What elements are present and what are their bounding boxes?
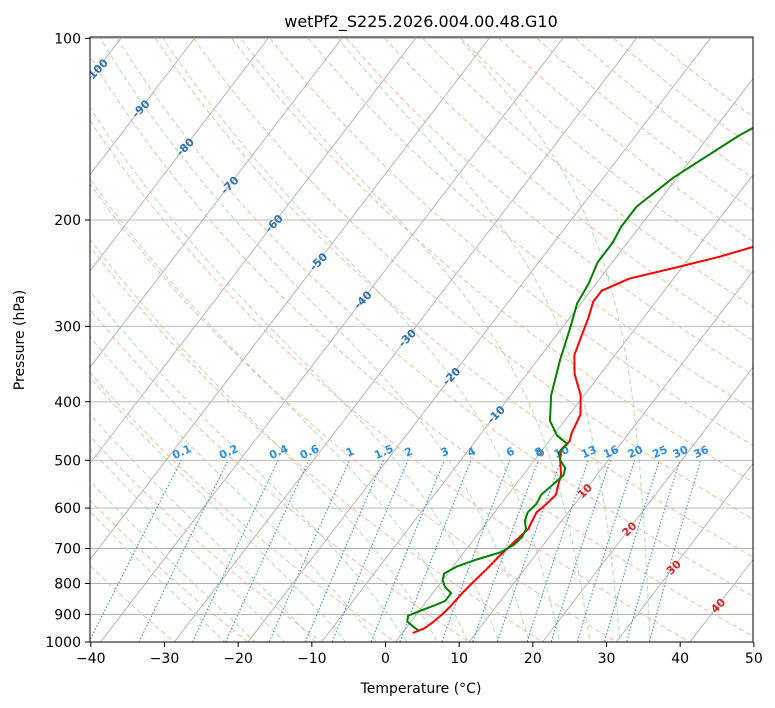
mixing-ratio-line xyxy=(550,460,611,642)
moist-adiabat-line xyxy=(90,376,347,642)
x-tick-label: 0 xyxy=(381,651,390,667)
plot-frame xyxy=(89,36,754,643)
isotherm-line xyxy=(100,38,564,642)
dry-adiabat-line xyxy=(498,37,753,243)
moist-adiabat-line xyxy=(162,38,561,642)
mixing-ratio-line xyxy=(370,460,445,642)
dry-adiabat-line xyxy=(269,38,753,447)
dry-adiabat-line xyxy=(307,38,753,411)
mixing-ratio-line xyxy=(526,460,589,642)
y-tick-label: 900 xyxy=(54,607,81,623)
dry-adiabat-line xyxy=(193,38,753,520)
isotherm-line xyxy=(542,366,753,642)
y-tick-label: 800 xyxy=(54,576,81,592)
moist-adiabat-line xyxy=(90,178,469,642)
isotherm-line xyxy=(754,38,775,654)
dry-adiabat-line xyxy=(155,38,753,558)
dry-adiabat-line xyxy=(90,119,692,642)
x-tick-label: 10 xyxy=(450,651,468,667)
mixing-ratio-line xyxy=(90,460,182,642)
mixing-ratio-line xyxy=(441,460,511,642)
mixing-ratio-line xyxy=(304,460,384,642)
y-tick-label: 100 xyxy=(54,31,81,47)
isotherm-line xyxy=(247,38,711,642)
dry-adiabat-line xyxy=(384,38,753,342)
mixing-ratio-line xyxy=(191,460,279,642)
mixing-ratio-line xyxy=(576,460,636,642)
mixing-ratio-line xyxy=(496,460,562,642)
dry-adiabat-line xyxy=(231,38,753,483)
mixing-ratio-line xyxy=(331,460,409,642)
y-axis-label: Pressure (hPa) xyxy=(12,290,28,390)
x-tick-label: 50 xyxy=(745,651,763,667)
isotherm-line xyxy=(321,77,753,642)
x-tick-label: −30 xyxy=(150,651,180,667)
y-axis-ticks: 100 200 300 400 500 600 700 800 900 1000 xyxy=(45,31,90,651)
dry-adiabat-line xyxy=(90,499,249,642)
dry-adiabat-line xyxy=(460,37,753,275)
chart-title: wetPf2_S225.2026.004.00.48.G10 xyxy=(284,12,558,32)
isotherm-line xyxy=(90,38,490,561)
dry-adiabat-line xyxy=(90,371,397,642)
moist-adiabat-line xyxy=(337,38,621,642)
moist-adiabat-line xyxy=(99,38,530,642)
dry-adiabat-line xyxy=(90,435,323,642)
mixing-ratio-line xyxy=(626,460,681,642)
moist-adiabat-line xyxy=(90,448,286,642)
y-tick-label: 400 xyxy=(54,395,81,411)
temperature-profile-line xyxy=(412,245,753,634)
mixing-ratio-line xyxy=(224,460,310,642)
background-lines xyxy=(90,37,775,654)
x-tick-label: −40 xyxy=(76,651,106,667)
profile-lines xyxy=(406,126,753,634)
mixing-ratio-line xyxy=(138,460,229,642)
moist-adiabat-line xyxy=(90,413,316,642)
y-tick-label: 600 xyxy=(54,501,81,517)
x-tick-label: 20 xyxy=(524,651,542,667)
x-tick-label: 40 xyxy=(671,651,689,667)
y-tick-label: 200 xyxy=(54,213,81,229)
y-tick-label: 500 xyxy=(54,453,81,469)
mixing-ratio-label: 16 xyxy=(601,443,621,461)
mixing-ratio-label: 30 xyxy=(671,443,691,461)
isotherm-line xyxy=(394,174,753,642)
y-tick-label: 700 xyxy=(54,541,81,557)
mixing-ratio-label: 36 xyxy=(692,443,712,461)
isotherm-line xyxy=(90,38,343,368)
mixing-ratio-line xyxy=(472,460,539,642)
mixing-ratio-label: 13 xyxy=(579,443,598,461)
dry-adiabat-line xyxy=(90,182,618,642)
mixing-ratio-line xyxy=(648,460,702,642)
isotherm-line xyxy=(90,38,269,272)
moist-adiabat-line xyxy=(90,106,500,642)
y-tick-label: 1000 xyxy=(45,635,81,651)
isotherm-line xyxy=(173,38,637,642)
dry-adiabat-line xyxy=(116,38,753,597)
moist-adiabat-line xyxy=(90,480,256,642)
isotherm-line xyxy=(90,38,416,465)
y-tick-label: 300 xyxy=(54,319,81,335)
x-axis-label: Temperature (°C) xyxy=(360,681,482,697)
x-tick-label: −10 xyxy=(297,651,327,667)
mixing-ratio-line xyxy=(399,460,472,642)
isotherm-line xyxy=(90,38,195,176)
mixing-ratio-label: 20 xyxy=(626,443,646,461)
isotherm-line xyxy=(468,270,753,642)
dewpoint-profile-line xyxy=(406,126,753,631)
dry-adiabat-line xyxy=(575,37,753,179)
plot-background xyxy=(90,37,753,642)
moist-adiabat-line xyxy=(90,290,408,642)
moist-adiabat-line xyxy=(240,38,591,642)
x-tick-label: −20 xyxy=(223,651,253,667)
dry-adiabat-line xyxy=(90,55,753,637)
isotherm-line xyxy=(615,462,753,642)
x-axis-ticks: −40 −30 −20 −10 0 10 20 30 40 50 xyxy=(76,642,763,667)
mixing-ratio-label: 25 xyxy=(650,443,669,461)
x-tick-label: 30 xyxy=(598,651,616,667)
mixing-ratio-line xyxy=(603,460,660,642)
